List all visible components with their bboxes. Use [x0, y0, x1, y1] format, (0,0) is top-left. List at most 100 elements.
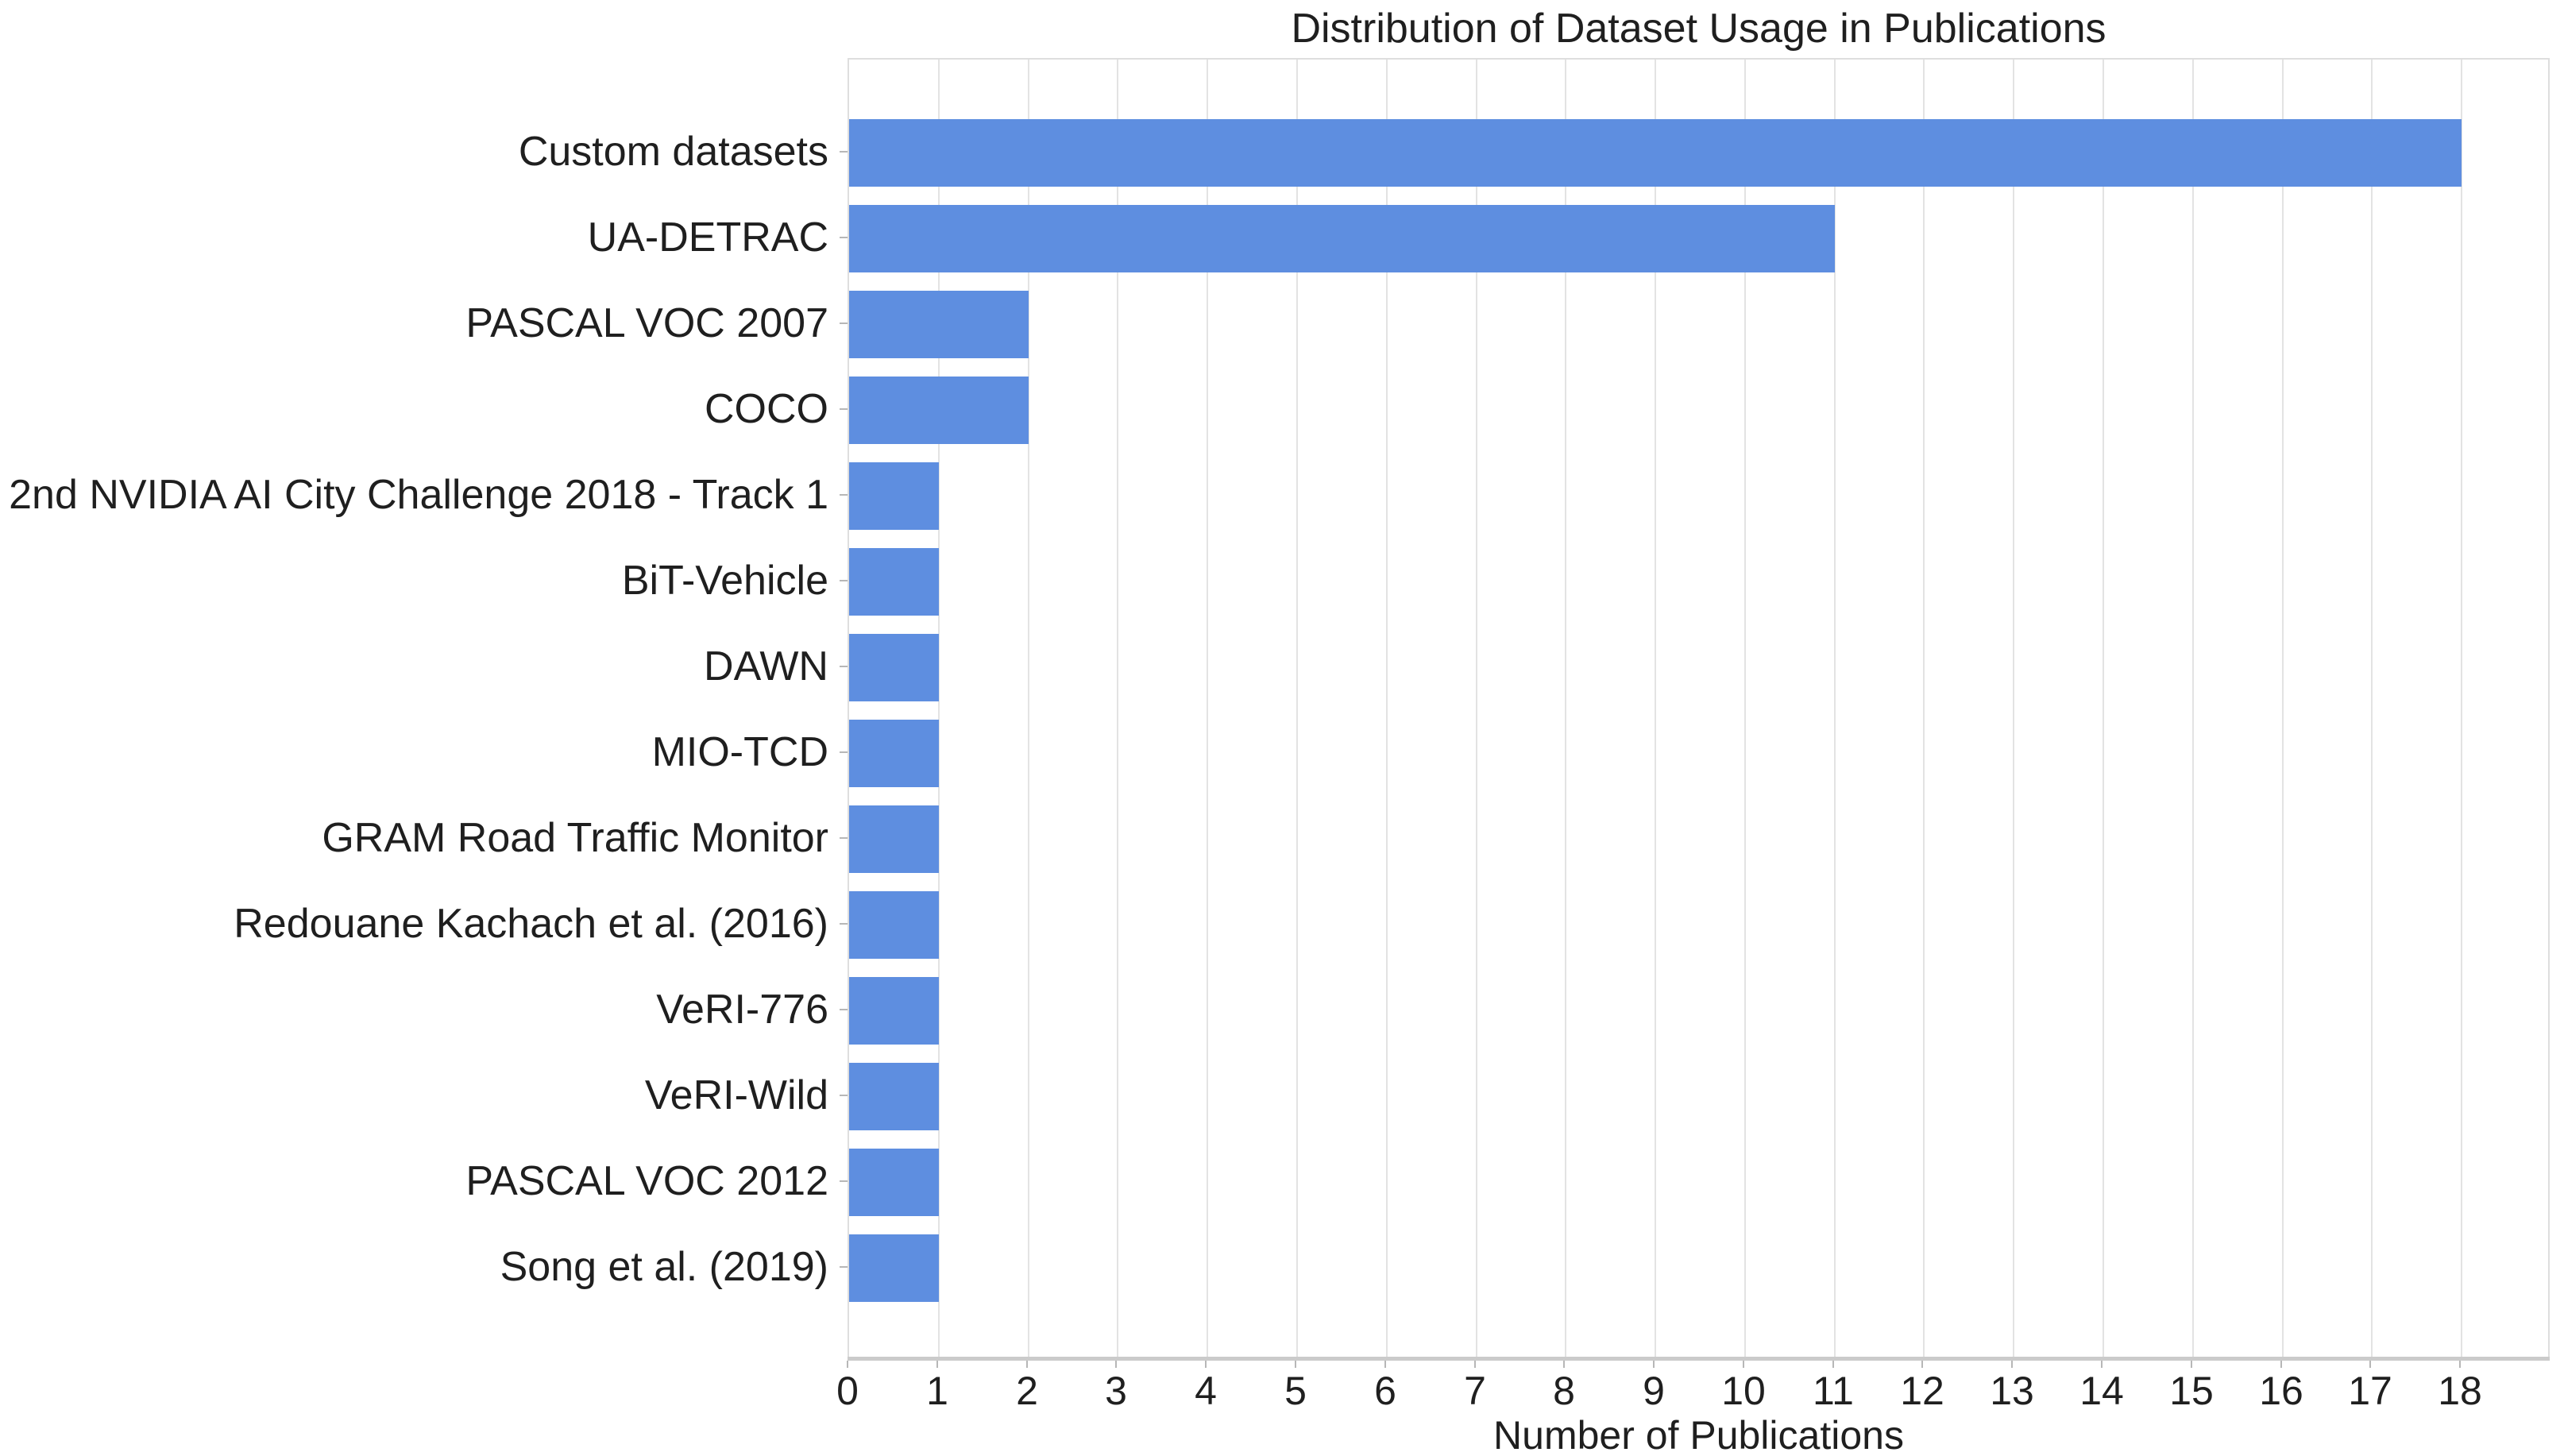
gridline: [2192, 60, 2194, 1361]
x-tick-label: 7: [1464, 1369, 1486, 1413]
x-tick-label: 16: [2259, 1369, 2303, 1413]
gridline: [2461, 60, 2462, 1361]
y-axis-label: BiT-Vehicle: [621, 558, 828, 604]
x-tick-mark: [1832, 1361, 1834, 1368]
y-tick-mark: [840, 837, 848, 839]
gridline: [1207, 60, 1208, 1361]
y-axis-label: Redouane Kachach et al. (2016): [234, 901, 828, 947]
y-axis-label: UA-DETRAC: [587, 214, 828, 261]
gridline: [1386, 60, 1388, 1361]
gridline: [1744, 60, 1746, 1361]
y-tick-mark: [840, 151, 848, 153]
y-tick-mark: [840, 580, 848, 581]
x-tick-label: 2: [1016, 1369, 1038, 1413]
y-tick-mark: [840, 1009, 848, 1010]
x-tick-label: 8: [1553, 1369, 1575, 1413]
gridline: [1565, 60, 1566, 1361]
plot-area: [848, 58, 2550, 1361]
gridline: [1923, 60, 1925, 1361]
y-axis-label: PASCAL VOC 2012: [465, 1158, 828, 1204]
gridline: [1028, 60, 1029, 1361]
x-tick-label: 11: [1813, 1369, 1854, 1413]
x-tick-label: 15: [2169, 1369, 2214, 1413]
x-axis-line: [848, 1357, 2550, 1361]
gridline: [1655, 60, 1656, 1361]
x-tick-label: 17: [2348, 1369, 2392, 1413]
x-tick-mark: [1653, 1361, 1655, 1368]
bar: [849, 1063, 939, 1130]
y-axis-label: PASCAL VOC 2007: [465, 300, 828, 346]
y-tick-mark: [840, 1095, 848, 1096]
y-axis-label: Song et al. (2019): [500, 1244, 828, 1290]
x-tick-mark: [1743, 1361, 1744, 1368]
gridline: [1476, 60, 1477, 1361]
bar: [849, 977, 939, 1045]
y-axis-label: 2nd NVIDIA AI City Challenge 2018 - Trac…: [9, 472, 828, 518]
gridline: [2371, 60, 2373, 1361]
gridline: [2103, 60, 2104, 1361]
bar: [849, 805, 939, 873]
bar: [849, 634, 939, 701]
bar: [849, 377, 1029, 444]
x-tick-mark: [1026, 1361, 1028, 1368]
y-tick-mark: [840, 408, 848, 410]
x-tick-label: 14: [2079, 1369, 2124, 1413]
x-tick-label: 4: [1195, 1369, 1217, 1413]
x-tick-mark: [2011, 1361, 2013, 1368]
gridline: [2013, 60, 2014, 1361]
y-axis-label: VeRI-Wild: [644, 1072, 828, 1118]
x-tick-mark: [1295, 1361, 1296, 1368]
x-tick-mark: [1921, 1361, 1923, 1368]
y-axis-label: DAWN: [704, 643, 828, 689]
bar: [849, 119, 2462, 187]
y-tick-mark: [840, 494, 848, 496]
y-tick-mark: [840, 751, 848, 753]
x-tick-label: 0: [836, 1369, 859, 1413]
y-axis-label: VeRI-776: [656, 987, 828, 1033]
y-axis-label: COCO: [705, 386, 828, 432]
bar: [849, 1149, 939, 1216]
gridline: [1117, 60, 1118, 1361]
x-tick-mark: [936, 1361, 938, 1368]
y-tick-mark: [840, 1266, 848, 1268]
x-tick-label: 3: [1105, 1369, 1127, 1413]
bar: [849, 720, 939, 787]
x-tick-label: 18: [2438, 1369, 2482, 1413]
x-tick-label: 12: [1900, 1369, 1944, 1413]
x-tick-mark: [2369, 1361, 2371, 1368]
x-tick-mark: [2101, 1361, 2103, 1368]
y-tick-mark: [840, 237, 848, 238]
bar: [849, 1234, 939, 1302]
gridline: [1834, 60, 1836, 1361]
bar: [849, 548, 939, 616]
x-tick-label: 10: [1721, 1369, 1766, 1413]
x-tick-label: 9: [1643, 1369, 1665, 1413]
gridline: [938, 60, 940, 1361]
y-axis-label: GRAM Road Traffic Monitor: [322, 815, 828, 861]
x-tick-mark: [847, 1361, 848, 1368]
chart-title: Distribution of Dataset Usage in Publica…: [1291, 6, 2106, 52]
x-axis-title: Number of Publications: [1493, 1413, 1904, 1456]
x-tick-mark: [1115, 1361, 1117, 1368]
x-tick-mark: [1205, 1361, 1207, 1368]
bar: [849, 891, 939, 959]
y-axis-label: Custom datasets: [518, 129, 828, 175]
x-tick-mark: [2459, 1361, 2461, 1368]
gridline: [1296, 60, 1298, 1361]
y-tick-mark: [840, 923, 848, 925]
bar: [849, 462, 939, 530]
y-tick-mark: [840, 1180, 848, 1182]
x-tick-mark: [1384, 1361, 1386, 1368]
x-tick-mark: [2191, 1361, 2192, 1368]
x-tick-label: 5: [1284, 1369, 1307, 1413]
gridline: [2282, 60, 2284, 1361]
x-tick-mark: [2280, 1361, 2282, 1368]
y-tick-mark: [840, 666, 848, 667]
x-tick-mark: [1563, 1361, 1565, 1368]
x-tick-label: 13: [1990, 1369, 2034, 1413]
bar: [849, 205, 1835, 272]
x-tick-mark: [1474, 1361, 1476, 1368]
x-tick-label: 6: [1374, 1369, 1396, 1413]
y-axis-label: MIO-TCD: [651, 729, 828, 775]
